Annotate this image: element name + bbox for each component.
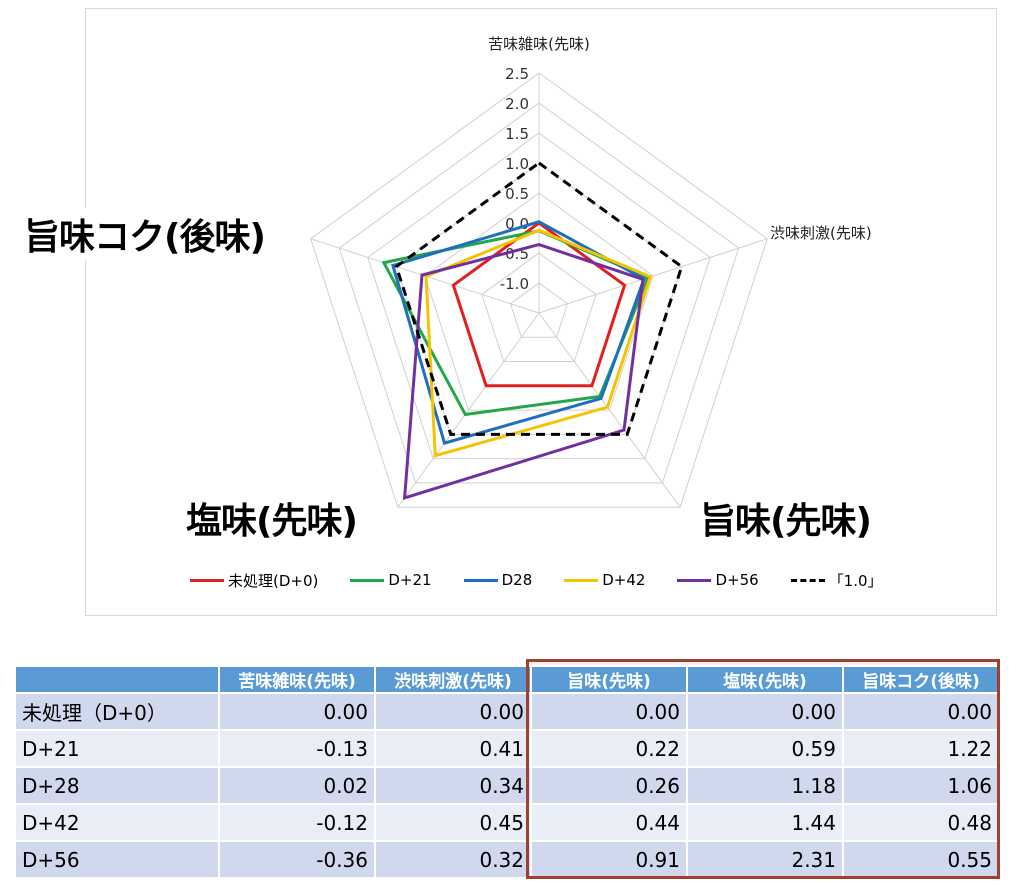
legend-item-d21: D+21 (350, 571, 432, 589)
legend-swatch-d21 (350, 578, 385, 582)
table-cell: 0.00 (842, 692, 1000, 731)
table-cell: 0.00 (218, 692, 376, 731)
table-cell: 0.02 (218, 766, 376, 805)
table-row: D+28 0.02 0.34 0.26 1.18 1.06 (14, 766, 1000, 805)
table-cell: 0.00 (530, 692, 688, 731)
table-header-umami-koku: 旨味コク(後味) (842, 665, 1000, 694)
table-cell: -0.13 (218, 729, 376, 768)
grid-ring (509, 282, 569, 338)
tick-label: 0.0 (505, 215, 529, 233)
axis-label-salty: 塩味(先味) (186, 492, 358, 544)
radar-chart: 2.52.01.51.00.50.0-0.5-1.0 苦味雑味(先味)渋味刺激(… (310, 35, 872, 508)
table-header-astringent: 渋味刺激(先味) (374, 665, 532, 694)
series-line-2 (391, 220, 646, 445)
tick-label: 0.5 (505, 185, 529, 203)
table-row: 未処理（D+0） 0.00 0.00 0.00 0.00 0.00 (14, 692, 1000, 731)
table-cell: 0.45 (374, 803, 532, 842)
table-cell: 0.00 (374, 692, 532, 731)
legend-label-d42: D+42 (602, 571, 646, 589)
legend-item-d28: D28 (463, 571, 533, 589)
table-cell: -0.12 (218, 803, 376, 842)
legend-label-d28: D28 (501, 571, 533, 589)
axis-label-bitter: 苦味雑味(先味) (488, 35, 590, 53)
table-cell: 0.22 (530, 729, 688, 768)
grid-ring (338, 102, 740, 484)
table-cell: 0.41 (374, 729, 532, 768)
series-line-0 (451, 221, 627, 388)
row-label: D+56 (14, 840, 220, 879)
tick-label: 1.5 (505, 125, 529, 143)
legend-label-d0: 未処理(D+0) (228, 571, 319, 590)
table-cell: 0.00 (686, 692, 844, 731)
tick-label: 1.0 (505, 155, 529, 173)
axis-label-umami-koku: 旨味コク(後味) (24, 208, 266, 260)
legend-label-d21: D+21 (388, 571, 432, 589)
tick-label: 2.0 (505, 95, 529, 113)
axis-label-umami: 旨味(先味) (700, 492, 872, 544)
table-cell: 1.44 (686, 803, 844, 842)
legend-item-d56: D+56 (677, 571, 759, 589)
grid-spoke (397, 312, 540, 508)
legend-swatch-d28 (463, 578, 498, 582)
table-cell: 0.34 (374, 766, 532, 805)
table-header-row: 苦味雑味(先味) 渋味刺激(先味) 旨味(先味) 塩味(先味) 旨味コク(後味) (14, 665, 1000, 694)
legend-swatch-reference (790, 578, 825, 582)
data-table: 苦味雑味(先味) 渋味刺激(先味) 旨味(先味) 塩味(先味) 旨味コク(後味)… (14, 665, 1000, 879)
table-header-umami: 旨味(先味) (530, 665, 688, 694)
table-cell: 0.91 (530, 840, 688, 879)
tick-label: 2.5 (505, 65, 529, 83)
table-cell: 1.18 (686, 766, 844, 805)
legend-label-d56: D+56 (715, 571, 759, 589)
table-cell: 0.26 (530, 766, 688, 805)
table-row: D+42 -0.12 0.45 0.44 1.44 0.48 (14, 803, 1000, 842)
table-cell: 2.31 (686, 840, 844, 879)
series-line-4 (402, 243, 645, 500)
legend-swatch-d0 (190, 578, 224, 582)
grid-spoke (538, 312, 681, 508)
grid-spoke (538, 238, 768, 314)
legend-item-d42: D+42 (564, 571, 645, 589)
legend-swatch-d56 (677, 578, 712, 582)
legend-swatch-d42 (564, 578, 599, 582)
grid-ring (367, 132, 711, 460)
table-header-bitter: 苦味雑味(先味) (218, 665, 376, 694)
table-cell: 0.32 (374, 840, 532, 879)
table-cell: -0.36 (218, 840, 376, 879)
legend-item-d0: 未処理(D+0) (190, 570, 318, 591)
table-cell: 0.48 (842, 803, 1000, 842)
row-label: D+42 (14, 803, 220, 842)
table-cell: 0.44 (530, 803, 688, 842)
grid-ring (424, 192, 654, 411)
tick-label: -1.0 (500, 275, 529, 293)
row-label: D+21 (14, 729, 220, 768)
table-cell: 0.55 (842, 840, 1000, 879)
legend-item-reference: 「1.0」 (790, 570, 883, 591)
table-header-empty (14, 665, 220, 694)
table-cell: 1.06 (842, 766, 1000, 805)
table-header-salty: 塩味(先味) (686, 665, 844, 694)
series-line-5 (394, 161, 684, 436)
grid-ring (481, 252, 597, 362)
table-row: D+56 -0.36 0.32 0.91 2.31 0.55 (14, 840, 1000, 879)
row-label: D+28 (14, 766, 220, 805)
row-label: 未処理（D+0） (14, 692, 220, 731)
legend-label-reference: 「1.0」 (828, 571, 883, 590)
table-cell: 1.22 (842, 729, 1000, 768)
table-cell: 0.59 (686, 729, 844, 768)
table-row: D+21 -0.13 0.41 0.22 0.59 1.22 (14, 729, 1000, 768)
grid-ring (310, 72, 768, 508)
axis-label-astringent: 渋味刺激(先味) (770, 224, 872, 242)
chart-legend: 未処理(D+0) D+21 D28 D+42 D+56 「1.0」 (190, 568, 883, 592)
